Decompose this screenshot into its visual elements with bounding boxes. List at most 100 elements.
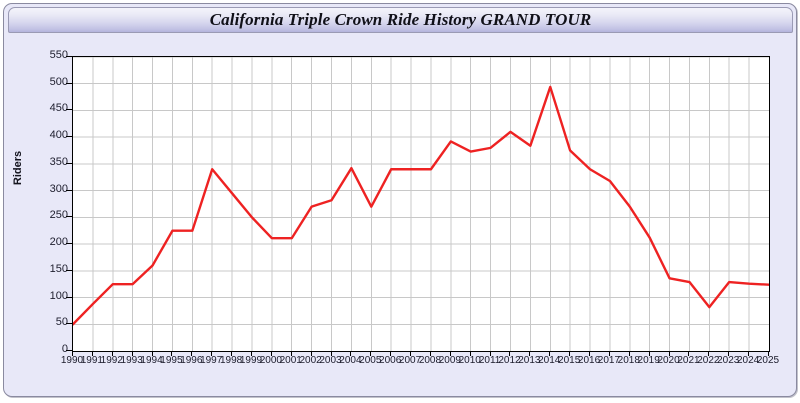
- y-axis-tick-mark: [66, 109, 72, 111]
- x-axis-tick-label: 1993: [120, 355, 143, 366]
- x-axis-tick-label: 2015: [558, 355, 581, 366]
- chart-title-bar: California Triple Crown Ride History GRA…: [8, 7, 793, 33]
- x-axis-tick-mark: [648, 351, 650, 356]
- x-axis-tick-mark: [171, 351, 173, 356]
- y-axis-tick-label: 550: [49, 49, 68, 61]
- x-axis-tick-label: 2022: [697, 355, 720, 366]
- y-axis-tick-label: 350: [49, 155, 68, 168]
- x-axis-tick-label: 2023: [717, 355, 740, 366]
- x-axis-tick-label: 1994: [140, 355, 163, 366]
- x-axis-tick-mark: [688, 351, 690, 356]
- x-axis-tick-mark: [410, 351, 412, 356]
- x-axis-tick-mark: [72, 351, 73, 356]
- x-axis-tick-label: 1998: [219, 355, 243, 366]
- x-axis-tick-mark: [708, 351, 710, 356]
- y-axis-tick-label: 150: [49, 262, 68, 275]
- x-axis-tick-label: 2009: [438, 355, 461, 366]
- y-axis-tick-label: 450: [49, 102, 68, 115]
- x-axis-tick-mark: [469, 351, 471, 356]
- x-axis-tick-label: 2020: [657, 355, 680, 366]
- x-axis-tick-label: 2008: [418, 355, 442, 366]
- x-axis-tick-label: 2003: [319, 355, 342, 366]
- y-axis-tick-label: 500: [49, 75, 68, 88]
- x-axis-tick-mark: [489, 351, 491, 356]
- x-axis-tick-mark: [390, 351, 392, 356]
- x-axis-tick-label: 1999: [239, 355, 263, 366]
- x-axis-tick-mark: [191, 351, 193, 356]
- y-axis-tick-label: 200: [49, 236, 68, 249]
- x-axis-tick-mark: [549, 351, 551, 356]
- x-axis-tick-mark: [310, 351, 312, 356]
- y-axis-tick-label: 400: [49, 129, 68, 142]
- x-axis-tick-label: 2013: [518, 355, 541, 366]
- series-line-riders: [73, 85, 769, 326]
- x-axis-tick-mark: [768, 351, 769, 356]
- x-axis-tick-mark: [111, 351, 113, 356]
- x-axis-tick-mark: [668, 351, 670, 356]
- x-axis-tick-label: 1995: [160, 355, 183, 366]
- x-axis-tick-label: 1992: [100, 355, 123, 366]
- x-axis-tick-mark: [290, 351, 292, 356]
- x-axis-tick-mark: [569, 351, 571, 356]
- y-axis-tick-mark: [66, 136, 72, 138]
- grid-lines: [73, 57, 769, 351]
- x-axis-tick-label: 2017: [597, 355, 621, 366]
- x-axis-tick-label: 2014: [538, 355, 561, 366]
- y-axis-tick-label: 300: [49, 182, 68, 195]
- x-axis-tick-label: 2001: [279, 355, 302, 366]
- x-axis-tick-mark: [449, 351, 451, 356]
- x-axis-tick-label: 2004: [339, 355, 362, 366]
- x-axis-tick-mark: [91, 351, 93, 356]
- x-axis-tick-label: 1990: [60, 355, 84, 366]
- y-axis-tick-labels: 0 50 100 150 200 250 300 350 400 450 500 550: [28, 50, 68, 355]
- x-axis-tick-mark: [250, 351, 252, 356]
- x-axis-tick-label: 2007: [398, 355, 422, 366]
- x-axis-tick-mark: [330, 351, 332, 356]
- x-axis-tick-label: 2006: [379, 355, 402, 366]
- y-axis-tick-label: 50: [55, 316, 68, 329]
- x-axis-tick-label: 2021: [677, 355, 700, 366]
- y-axis-tick-label: 0: [61, 343, 68, 355]
- x-axis-tick-mark: [728, 351, 730, 356]
- y-axis-tick-mark: [66, 82, 72, 84]
- y-axis-tick-mark: [66, 323, 72, 325]
- chart-window: California Triple Crown Ride History GRA…: [3, 3, 797, 397]
- x-axis-tick-mark: [429, 351, 431, 356]
- page-title: California Triple Crown Ride History GRA…: [209, 10, 592, 29]
- x-axis-tick-label: 2016: [577, 355, 601, 366]
- y-axis-tick-label: 100: [49, 289, 68, 302]
- x-axis-tick-label: 2018: [617, 355, 640, 366]
- x-axis-tick-mark: [151, 351, 153, 356]
- y-axis-tick-mark: [66, 269, 72, 271]
- x-axis-tick-mark: [231, 351, 233, 356]
- y-axis-tick-mark: [66, 189, 72, 191]
- x-axis-tick-mark: [608, 351, 610, 356]
- x-axis-tick-label: 1991: [80, 355, 103, 366]
- x-axis-tick-label: 2012: [498, 355, 521, 366]
- x-axis-tick-mark: [628, 351, 630, 356]
- x-axis-tick-mark: [211, 351, 213, 356]
- y-axis-tick-mark: [66, 243, 72, 245]
- y-axis-tick-mark: [66, 162, 72, 164]
- x-axis-tick-label: 2024: [736, 355, 760, 366]
- y-axis-tick-mark: [66, 56, 72, 57]
- x-axis-tick-mark: [270, 351, 272, 356]
- y-axis-tick-mark: [66, 296, 72, 298]
- x-axis-tick-mark: [350, 351, 352, 356]
- x-axis-tick-label: 2011: [478, 355, 501, 366]
- y-axis-tick-label: 250: [49, 209, 68, 222]
- x-axis-tick-mark: [131, 351, 133, 356]
- x-axis-tick-label: 2005: [359, 355, 382, 366]
- x-axis-tick-label: 2025: [756, 355, 780, 366]
- x-axis-tick-label: 2000: [259, 355, 282, 366]
- x-axis-tick-label: 2002: [299, 355, 322, 366]
- x-axis-tick-label: 1996: [180, 355, 203, 366]
- x-axis-tick-mark: [509, 351, 511, 356]
- x-axis-tick-mark: [589, 351, 591, 356]
- plot-area: [72, 56, 770, 352]
- y-axis-tick-mark: [66, 216, 72, 218]
- y-axis-title: Riders: [12, 150, 24, 186]
- x-axis-tick-mark: [370, 351, 372, 356]
- x-axis-tick-label: 2010: [458, 355, 481, 366]
- x-axis-tick-mark: [529, 351, 531, 356]
